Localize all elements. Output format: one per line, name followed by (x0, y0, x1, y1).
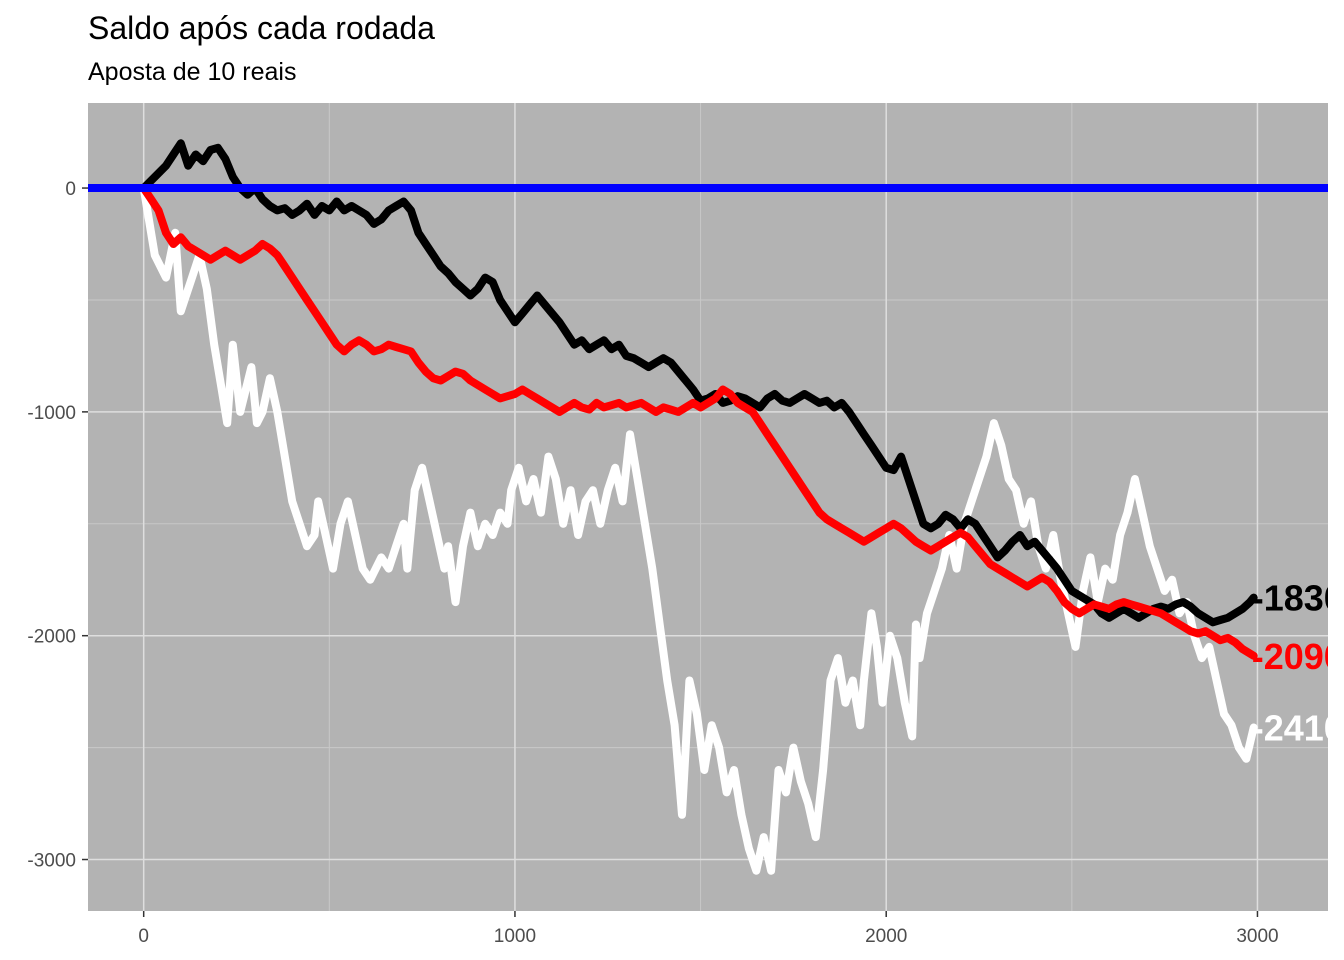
series-end-label-3: -2090 (1252, 636, 1344, 677)
y-tick-label: -2000 (27, 627, 76, 648)
end-labels: -2410 -1830 -2090 (1252, 578, 1344, 749)
chart-title: Saldo após cada rodada (88, 10, 435, 46)
axis-ticks: 0 1000 2000 3000 0 -1000 -2000 -3000 (27, 179, 1278, 947)
series-line-3 (139, 184, 1258, 660)
y-tick-label: 0 (65, 179, 76, 200)
y-tick-label: -1000 (27, 403, 76, 424)
y-tick-label: -3000 (27, 851, 76, 872)
series-lines (88, 139, 1328, 875)
x-tick-label: 1000 (494, 926, 536, 947)
chart-subtitle: Aposta de 10 reais (88, 58, 297, 86)
series-line-2 (139, 139, 1258, 627)
x-tick-label: 3000 (1236, 926, 1278, 947)
series-end-label-2: -1830 (1252, 578, 1344, 619)
x-tick-label: 0 (138, 926, 149, 947)
x-tick-label: 2000 (865, 926, 907, 947)
series-end-label-1: -2410 (1252, 707, 1344, 748)
